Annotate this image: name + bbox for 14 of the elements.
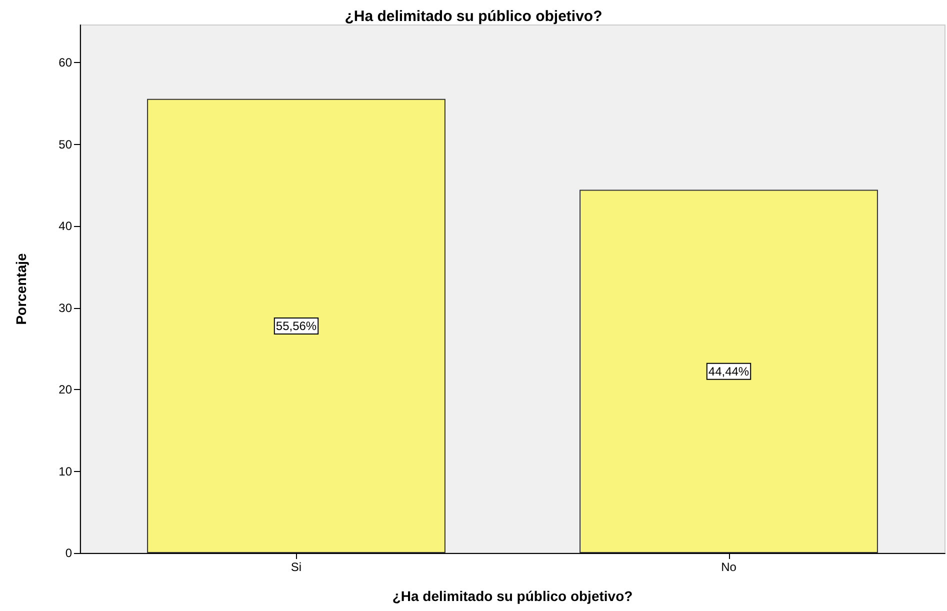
data-label: 44,44% xyxy=(708,364,750,378)
data-label: 55,56% xyxy=(276,318,317,333)
x-axis-title: ¿Ha delimitado su público objetivo? xyxy=(392,588,633,604)
x-tick-label: No xyxy=(721,560,737,574)
chart-title: ¿Ha delimitado su público objetivo? xyxy=(344,8,602,25)
y-axis-title: Porcentaje xyxy=(13,252,29,325)
y-tick-label: 50 xyxy=(58,137,72,152)
x-tick-label: Si xyxy=(290,560,302,574)
y-tick-label: 10 xyxy=(58,464,72,478)
y-tick-label: 30 xyxy=(58,300,72,315)
y-tick-label: 0 xyxy=(65,546,72,560)
y-tick-label: 20 xyxy=(58,382,72,397)
y-tick-label: 40 xyxy=(58,219,72,234)
y-tick-label: 60 xyxy=(58,56,72,70)
